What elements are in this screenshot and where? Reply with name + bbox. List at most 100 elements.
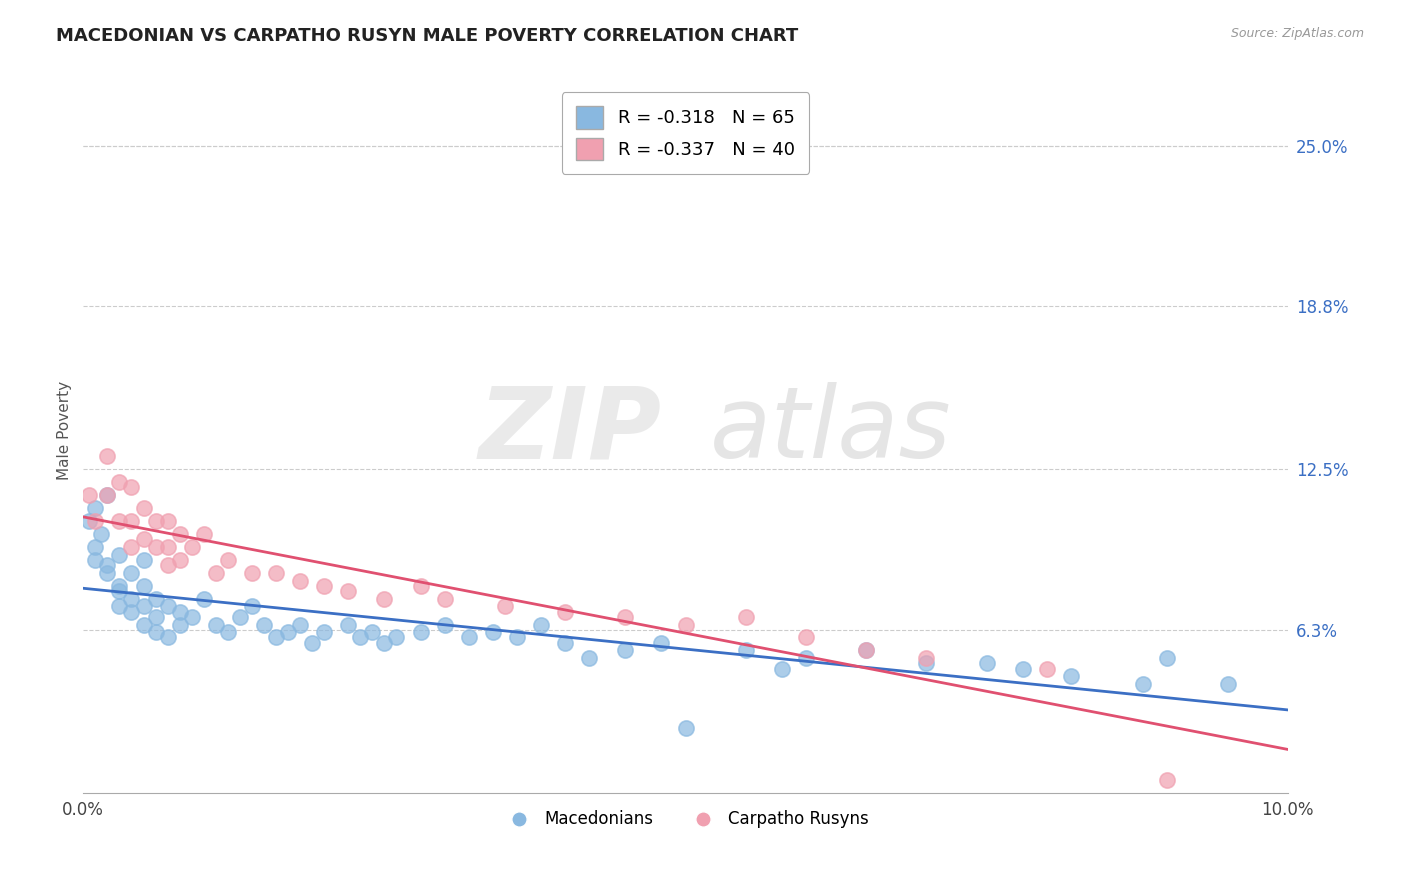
Point (96, 566, 118, 580)
Point (121, 514, 143, 528)
Point (409, 579, 432, 593)
Point (915, 651, 938, 665)
Point (145, 625, 167, 640)
Point (169, 617, 191, 632)
Point (108, 514, 131, 528)
Point (1060, 669, 1083, 683)
Point (794, 631, 817, 645)
Text: MACEDONIAN VS CARPATHO RUSYN MALE POVERTY CORRELATION CHART: MACEDONIAN VS CARPATHO RUSYN MALE POVERT… (56, 27, 799, 45)
Point (229, 609, 252, 624)
Point (132, 579, 155, 593)
Point (734, 609, 756, 624)
Point (156, 558, 179, 572)
Point (554, 635, 576, 649)
Point (1216, 677, 1239, 691)
Point (253, 617, 276, 632)
Point (794, 651, 817, 665)
Point (156, 631, 179, 645)
Point (193, 527, 215, 541)
Point (855, 643, 877, 657)
Point (482, 625, 505, 640)
Point (578, 651, 600, 665)
Point (145, 514, 167, 528)
Point (1036, 661, 1059, 675)
Point (301, 635, 323, 649)
Point (79, 488, 101, 502)
Point (433, 617, 456, 632)
Point (314, 625, 336, 640)
Point (1156, 651, 1178, 665)
Point (96, 450, 118, 464)
Point (169, 553, 191, 567)
Point (734, 643, 756, 657)
Point (675, 721, 697, 735)
Point (530, 617, 553, 632)
Point (554, 605, 576, 619)
Point (217, 625, 239, 640)
Point (145, 609, 167, 624)
Point (132, 532, 155, 546)
Point (121, 566, 143, 580)
Point (915, 657, 938, 671)
Point (169, 527, 191, 541)
Point (349, 631, 371, 645)
Point (132, 553, 155, 567)
Point (108, 599, 131, 614)
Point (108, 475, 131, 490)
Point (204, 617, 226, 632)
Point (169, 605, 191, 619)
Y-axis label: Male Poverty: Male Poverty (58, 381, 72, 480)
Point (121, 591, 143, 606)
Point (264, 631, 287, 645)
Point (409, 625, 432, 640)
Point (457, 631, 479, 645)
Point (180, 609, 202, 624)
Point (277, 625, 299, 640)
Point (494, 599, 516, 614)
Point (132, 599, 155, 614)
Point (855, 643, 877, 657)
Text: atlas: atlas (710, 382, 952, 479)
Point (650, 635, 672, 649)
Point (264, 566, 287, 580)
Point (84, 540, 107, 554)
Point (84, 514, 107, 528)
Point (770, 661, 793, 675)
Point (240, 566, 263, 580)
Point (145, 540, 167, 554)
Point (193, 591, 215, 606)
Point (79, 514, 101, 528)
Point (132, 501, 155, 516)
Point (373, 635, 395, 649)
Point (132, 617, 155, 632)
Point (976, 657, 998, 671)
Point (121, 481, 143, 495)
Point (204, 566, 226, 580)
Point (96, 488, 118, 502)
Point (337, 617, 360, 632)
Point (156, 599, 179, 614)
Point (217, 553, 239, 567)
Point (314, 579, 336, 593)
Point (361, 625, 384, 640)
Point (108, 579, 131, 593)
Point (84, 501, 107, 516)
Point (1011, 661, 1033, 675)
Point (1132, 677, 1154, 691)
Point (108, 548, 131, 562)
Point (506, 631, 529, 645)
Point (288, 617, 311, 632)
Point (614, 609, 637, 624)
Point (145, 591, 167, 606)
Point (121, 540, 143, 554)
Text: Source: ZipAtlas.com: Source: ZipAtlas.com (1230, 27, 1364, 40)
Point (337, 583, 360, 598)
Point (433, 591, 456, 606)
Point (156, 514, 179, 528)
Point (121, 605, 143, 619)
Point (156, 540, 179, 554)
Point (90, 527, 112, 541)
Point (96, 488, 118, 502)
Point (180, 540, 202, 554)
Point (614, 643, 637, 657)
